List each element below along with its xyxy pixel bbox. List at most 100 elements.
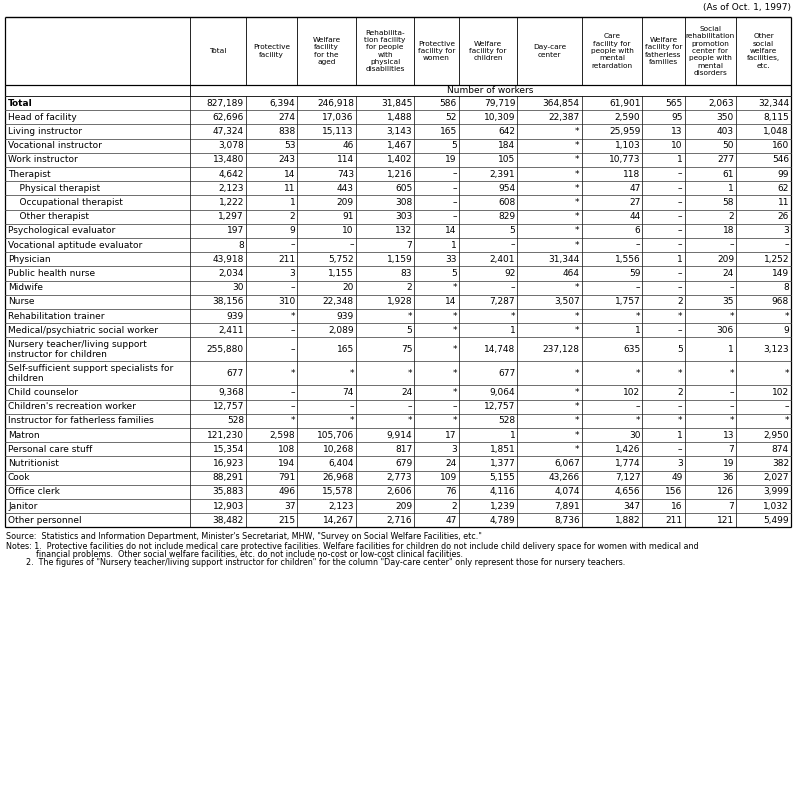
Text: *: * <box>576 169 579 179</box>
Text: 9,368: 9,368 <box>218 388 244 397</box>
Text: *: * <box>576 241 579 249</box>
Text: 102: 102 <box>772 388 789 397</box>
Text: *: * <box>576 212 579 221</box>
Text: 2,950: 2,950 <box>763 431 789 440</box>
Text: *: * <box>576 369 579 378</box>
Text: 2,034: 2,034 <box>218 269 244 278</box>
Text: Medical/psychiatric social worker: Medical/psychiatric social worker <box>8 326 158 335</box>
Text: 1,239: 1,239 <box>490 501 515 511</box>
Text: 364,854: 364,854 <box>543 98 579 108</box>
Text: *: * <box>785 369 789 378</box>
Text: *: * <box>349 417 354 425</box>
Text: *: * <box>408 311 412 321</box>
Text: 5,752: 5,752 <box>328 255 354 264</box>
Text: *: * <box>291 311 295 321</box>
Text: 347: 347 <box>623 501 641 511</box>
Text: *: * <box>636 417 641 425</box>
Text: 10,773: 10,773 <box>609 155 641 165</box>
Text: 1,216: 1,216 <box>387 169 412 179</box>
Text: –: – <box>349 241 354 249</box>
Text: 5,155: 5,155 <box>490 473 515 482</box>
Text: –: – <box>729 402 734 411</box>
Text: 15,354: 15,354 <box>213 445 244 454</box>
Text: *: * <box>678 417 682 425</box>
Text: 19: 19 <box>723 459 734 468</box>
Text: 2: 2 <box>290 212 295 221</box>
Text: 33: 33 <box>445 255 457 264</box>
Text: Office clerk: Office clerk <box>8 487 60 497</box>
Text: Number of workers: Number of workers <box>447 86 533 95</box>
Text: *: * <box>291 369 295 378</box>
Text: –: – <box>408 402 412 411</box>
Text: 24: 24 <box>401 388 412 397</box>
Text: Protective
facility for
women: Protective facility for women <box>418 40 455 61</box>
Text: 1: 1 <box>509 326 515 335</box>
Text: *: * <box>291 417 295 425</box>
Text: 7,287: 7,287 <box>490 298 515 307</box>
Text: 79,719: 79,719 <box>484 98 515 108</box>
Text: 1: 1 <box>677 255 682 264</box>
Text: Social
rehabilitation
promotion
center for
people with
mental
disorders: Social rehabilitation promotion center f… <box>685 26 735 76</box>
Text: 1: 1 <box>728 184 734 192</box>
Text: 19: 19 <box>445 155 457 165</box>
Text: 6,404: 6,404 <box>329 459 354 468</box>
Text: 209: 209 <box>396 501 412 511</box>
Text: Rehabilita-
tion facility
for people
with
physical
disabilities: Rehabilita- tion facility for people wit… <box>365 30 406 72</box>
Text: –: – <box>452 184 457 192</box>
Text: *: * <box>785 417 789 425</box>
Text: 52: 52 <box>446 112 457 122</box>
Text: 2: 2 <box>407 284 412 292</box>
Text: –: – <box>729 388 734 397</box>
Text: 15,578: 15,578 <box>322 487 354 497</box>
Text: 1: 1 <box>677 155 682 165</box>
Text: 1,297: 1,297 <box>218 212 244 221</box>
Text: 4,642: 4,642 <box>219 169 244 179</box>
Text: 1,928: 1,928 <box>387 298 412 307</box>
Text: *: * <box>576 127 579 136</box>
Text: 12,903: 12,903 <box>213 501 244 511</box>
Text: 5: 5 <box>509 227 515 235</box>
Text: 38,482: 38,482 <box>213 516 244 525</box>
Text: 8,736: 8,736 <box>554 516 579 525</box>
Text: 14: 14 <box>446 227 457 235</box>
Text: 2,123: 2,123 <box>329 501 354 511</box>
Text: 1,851: 1,851 <box>490 445 515 454</box>
Text: 26: 26 <box>778 212 789 221</box>
Text: 47,324: 47,324 <box>213 127 244 136</box>
Text: 74: 74 <box>342 388 354 397</box>
Text: –: – <box>729 241 734 249</box>
Text: Vocational instructor: Vocational instructor <box>8 141 102 150</box>
Text: 102: 102 <box>623 388 641 397</box>
Text: 528: 528 <box>498 417 515 425</box>
Text: 13: 13 <box>671 127 682 136</box>
Text: –: – <box>729 284 734 292</box>
Text: 838: 838 <box>278 127 295 136</box>
Text: 2,123: 2,123 <box>218 184 244 192</box>
Text: 9,064: 9,064 <box>490 388 515 397</box>
Text: 5: 5 <box>451 269 457 278</box>
Text: Total: Total <box>209 48 227 54</box>
Text: *: * <box>576 326 579 335</box>
Text: *: * <box>785 311 789 321</box>
Text: *: * <box>576 311 579 321</box>
Text: Head of facility: Head of facility <box>8 112 76 122</box>
Text: 2: 2 <box>451 501 457 511</box>
Text: 14: 14 <box>284 169 295 179</box>
Text: 403: 403 <box>717 127 734 136</box>
Text: 1,882: 1,882 <box>615 516 641 525</box>
Text: –: – <box>636 284 641 292</box>
Text: Nutritionist: Nutritionist <box>8 459 59 468</box>
Text: Therapist: Therapist <box>8 169 51 179</box>
Text: 6,394: 6,394 <box>270 98 295 108</box>
Text: 24: 24 <box>446 459 457 468</box>
Text: –: – <box>678 184 682 192</box>
Text: 18: 18 <box>723 227 734 235</box>
Text: 791: 791 <box>278 473 295 482</box>
Text: Rehabilitation trainer: Rehabilitation trainer <box>8 311 104 321</box>
Text: –: – <box>678 326 682 335</box>
Text: 7: 7 <box>728 501 734 511</box>
Text: 1: 1 <box>451 241 457 249</box>
Text: 2,401: 2,401 <box>490 255 515 264</box>
Text: 2,716: 2,716 <box>387 516 412 525</box>
Text: 546: 546 <box>772 155 789 165</box>
